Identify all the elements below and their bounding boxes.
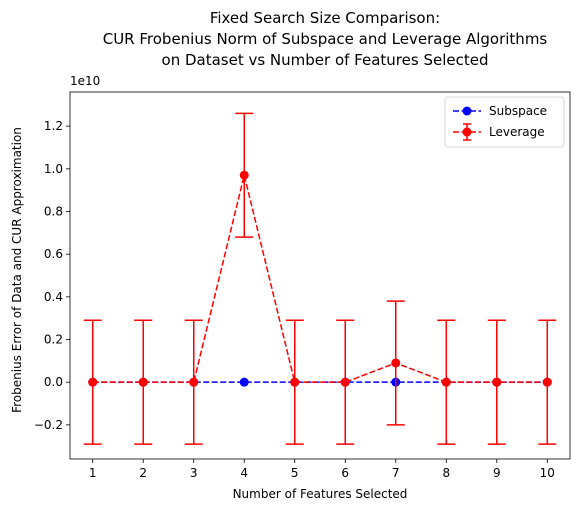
y-offset-label: 1e10 xyxy=(70,74,100,88)
axes-frame xyxy=(69,91,571,460)
y-axis-label: Frobenius Error of Data and CUR Approxim… xyxy=(10,127,24,413)
leverage-point-4 xyxy=(239,170,249,180)
leverage-point-6 xyxy=(340,377,350,387)
leverage-point-7 xyxy=(391,358,401,368)
y-tick-label-0: −0.2 xyxy=(34,418,63,432)
plot-area: 1 2 3 4 5 6 7 8 9 10 −0.2 0.0 0.2 0.4 0.6 0.8 1.0 1.2 xyxy=(34,91,571,480)
series-leverage xyxy=(83,112,557,445)
leverage-point-8 xyxy=(441,377,451,387)
x-tick-label-1: 1 xyxy=(89,466,97,480)
legend-box xyxy=(444,96,565,148)
x-axis-label: Number of Features Selected xyxy=(233,487,408,501)
y-tick-label-4: 0.6 xyxy=(44,247,63,261)
leverage-line xyxy=(92,175,548,383)
x-tick-label-2: 2 xyxy=(139,466,147,480)
y-tick-label-5: 0.8 xyxy=(44,204,63,218)
leverage-point-5 xyxy=(290,377,300,387)
x-tick-label-4: 4 xyxy=(240,466,248,480)
y-tick-label-1: 0.0 xyxy=(44,375,63,389)
y-tick-label-2: 0.2 xyxy=(44,333,63,347)
chart-title: Fixed Search Size Comparison: CUR Froben… xyxy=(103,9,548,69)
y-tick-label-7: 1.2 xyxy=(44,119,63,133)
subspace-point-4 xyxy=(239,377,249,387)
y-tick-label-6: 1.0 xyxy=(44,162,63,176)
legend-label-leverage: Leverage xyxy=(489,125,545,139)
x-tick-label-3: 3 xyxy=(190,466,198,480)
legend-marker-subspace xyxy=(462,106,472,116)
x-tick-label-7: 7 xyxy=(392,466,400,480)
leverage-point-10 xyxy=(542,377,552,387)
x-tick-label-10: 10 xyxy=(540,466,555,480)
legend: Subspace Leverage xyxy=(444,96,565,148)
leverage-point-9 xyxy=(492,377,502,387)
chart-title-line-3: on Dataset vs Number of Features Selecte… xyxy=(162,51,489,69)
leverage-point-2 xyxy=(138,377,148,387)
x-tick-label-9: 9 xyxy=(493,466,501,480)
y-tick-label-3: 0.4 xyxy=(44,290,63,304)
x-tick-label-8: 8 xyxy=(442,466,450,480)
leverage-point-1 xyxy=(88,377,98,387)
chart-title-line-2: CUR Frobenius Norm of Subspace and Lever… xyxy=(103,30,548,48)
x-tick-label-5: 5 xyxy=(291,466,299,480)
leverage-point-3 xyxy=(189,377,199,387)
legend-label-subspace: Subspace xyxy=(489,104,547,118)
x-tick-label-6: 6 xyxy=(341,466,349,480)
chart-title-line-1: Fixed Search Size Comparison: xyxy=(210,9,440,27)
